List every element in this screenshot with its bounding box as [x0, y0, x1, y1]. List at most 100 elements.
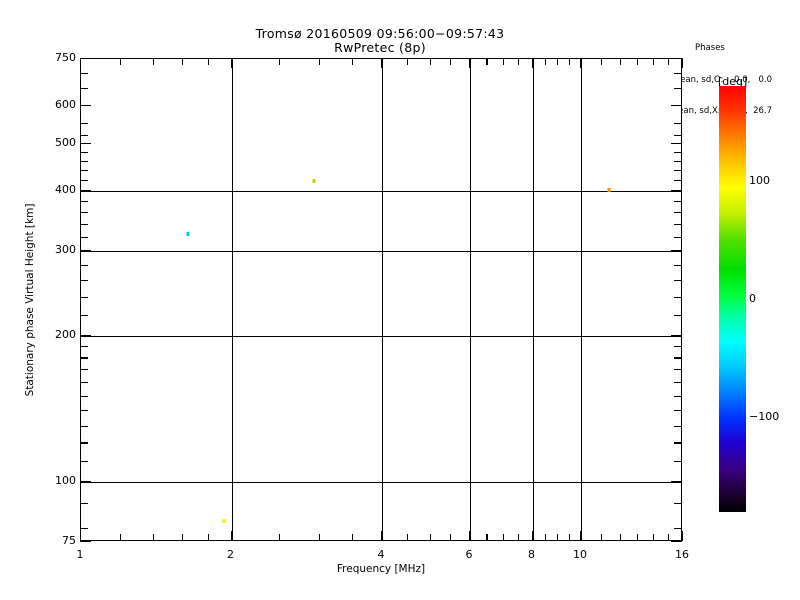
x-axis-tick-label: 2 — [227, 548, 234, 561]
y-axis-tick-right — [674, 88, 682, 90]
y-axis-tick — [80, 395, 88, 397]
y-axis-tick-right — [674, 179, 682, 181]
y-axis-tick-right — [674, 134, 682, 136]
y-axis-tick-right — [674, 502, 682, 504]
y-axis-tick-right — [674, 410, 682, 412]
x-axis-tick-top — [429, 58, 431, 65]
gridline-vertical — [470, 59, 471, 540]
y-axis-tick-right — [674, 357, 682, 359]
x-axis-label: Frequency [MHz] — [336, 563, 426, 575]
x-axis-tick-top — [119, 58, 121, 65]
y-axis-tick — [80, 189, 91, 192]
y-axis-tick-right — [671, 104, 682, 106]
y-axis-tick-right — [674, 212, 682, 214]
x-axis-tick — [318, 534, 320, 541]
x-axis-tick — [531, 531, 533, 541]
x-axis-tick-top — [557, 58, 559, 65]
phase-statistics-heading: Phases — [695, 43, 725, 53]
x-axis-tick-label: 16 — [675, 548, 689, 561]
x-axis-tick-top — [486, 58, 488, 65]
x-axis-tick-top — [580, 58, 582, 68]
y-axis-tick — [80, 212, 88, 214]
x-axis-tick-top — [668, 58, 670, 65]
x-axis-tick-label: 8 — [528, 548, 535, 561]
x-axis-tick — [636, 534, 639, 541]
colorbar-tick-label: 100 — [749, 173, 770, 187]
y-axis-tick-label: 600 — [55, 97, 76, 111]
y-axis-tick-right — [671, 480, 682, 482]
x-axis-tick — [119, 534, 121, 541]
x-axis-tick — [381, 531, 383, 541]
y-axis-tick-right — [674, 224, 682, 226]
x-axis-tick — [80, 531, 82, 541]
gridline-horizontal — [81, 481, 681, 483]
x-axis-tick-top — [207, 58, 209, 65]
y-axis-tick-right — [671, 335, 682, 337]
y-axis-tick-right — [674, 280, 682, 282]
x-axis-tick-top — [182, 58, 184, 65]
y-axis-tick — [80, 143, 91, 145]
x-axis-tick-top — [502, 58, 504, 65]
y-axis-tick — [80, 179, 88, 181]
y-axis-tick — [80, 502, 88, 504]
gridline-vertical — [231, 59, 233, 540]
x-axis-tick — [682, 531, 684, 541]
x-axis-tick — [352, 534, 354, 541]
x-axis-tick — [230, 531, 232, 541]
gridline-vertical — [382, 59, 383, 540]
x-axis-tick-top — [636, 58, 639, 65]
y-axis-tick — [80, 541, 91, 543]
y-axis-tick-right — [671, 541, 682, 543]
x-axis-tick-top — [469, 58, 471, 68]
colorbar-tick-label: 0 — [749, 292, 756, 305]
y-axis-tick-right — [674, 425, 682, 427]
x-axis-tick-top — [230, 58, 232, 68]
x-axis-tick — [502, 534, 504, 541]
x-axis-tick-label: 1 — [76, 548, 84, 561]
x-axis-tick-top — [531, 58, 533, 68]
x-axis-tick — [517, 534, 519, 541]
x-axis-tick — [557, 534, 559, 541]
x-axis-tick-top — [352, 58, 354, 65]
x-axis-tick-top — [450, 58, 452, 65]
y-axis-tick — [80, 442, 88, 444]
x-axis-tick-top — [406, 58, 408, 65]
y-axis-tick-right — [674, 200, 682, 202]
plot-frame — [80, 58, 682, 541]
y-axis-tick — [80, 460, 88, 462]
colorbar-unit-label: [deg] — [718, 75, 748, 88]
colorbar — [719, 86, 746, 512]
x-axis-tick — [619, 534, 621, 541]
y-axis-tick-right — [674, 315, 682, 317]
x-axis-tick-top — [153, 58, 155, 65]
y-axis-tick — [80, 58, 91, 60]
data-point — [222, 518, 226, 523]
x-axis-tick — [600, 534, 602, 541]
x-axis-tick — [568, 534, 570, 541]
y-axis-tick-right — [674, 123, 682, 125]
y-axis-tick-label: 750 — [55, 51, 76, 64]
y-axis-tick-right — [674, 72, 682, 74]
y-axis-tick — [80, 123, 88, 125]
x-axis-tick — [279, 534, 281, 541]
gridline-vertical — [532, 59, 534, 540]
x-axis-tick-label: 10 — [573, 548, 587, 561]
y-axis-tick-right — [674, 160, 682, 162]
x-axis-tick-top — [318, 58, 320, 65]
y-axis-tick-right — [674, 297, 682, 299]
x-axis-tick-label: 6 — [465, 548, 473, 561]
x-axis-tick — [182, 534, 184, 541]
data-point — [607, 187, 611, 192]
x-axis-tick — [153, 534, 155, 541]
y-axis-tick-right — [674, 369, 682, 371]
gridline-horizontal — [81, 336, 681, 338]
y-axis-tick — [80, 382, 88, 384]
y-axis-label: Stationary phase Virtual Height [km] — [24, 203, 36, 397]
x-axis-tick-top — [619, 58, 621, 65]
x-axis-tick-top — [544, 58, 546, 65]
y-axis-tick — [80, 250, 91, 252]
y-axis-tick — [80, 346, 88, 348]
x-axis-tick-top — [517, 58, 519, 65]
y-axis-tick-right — [674, 460, 682, 462]
y-axis-tick — [80, 335, 91, 337]
